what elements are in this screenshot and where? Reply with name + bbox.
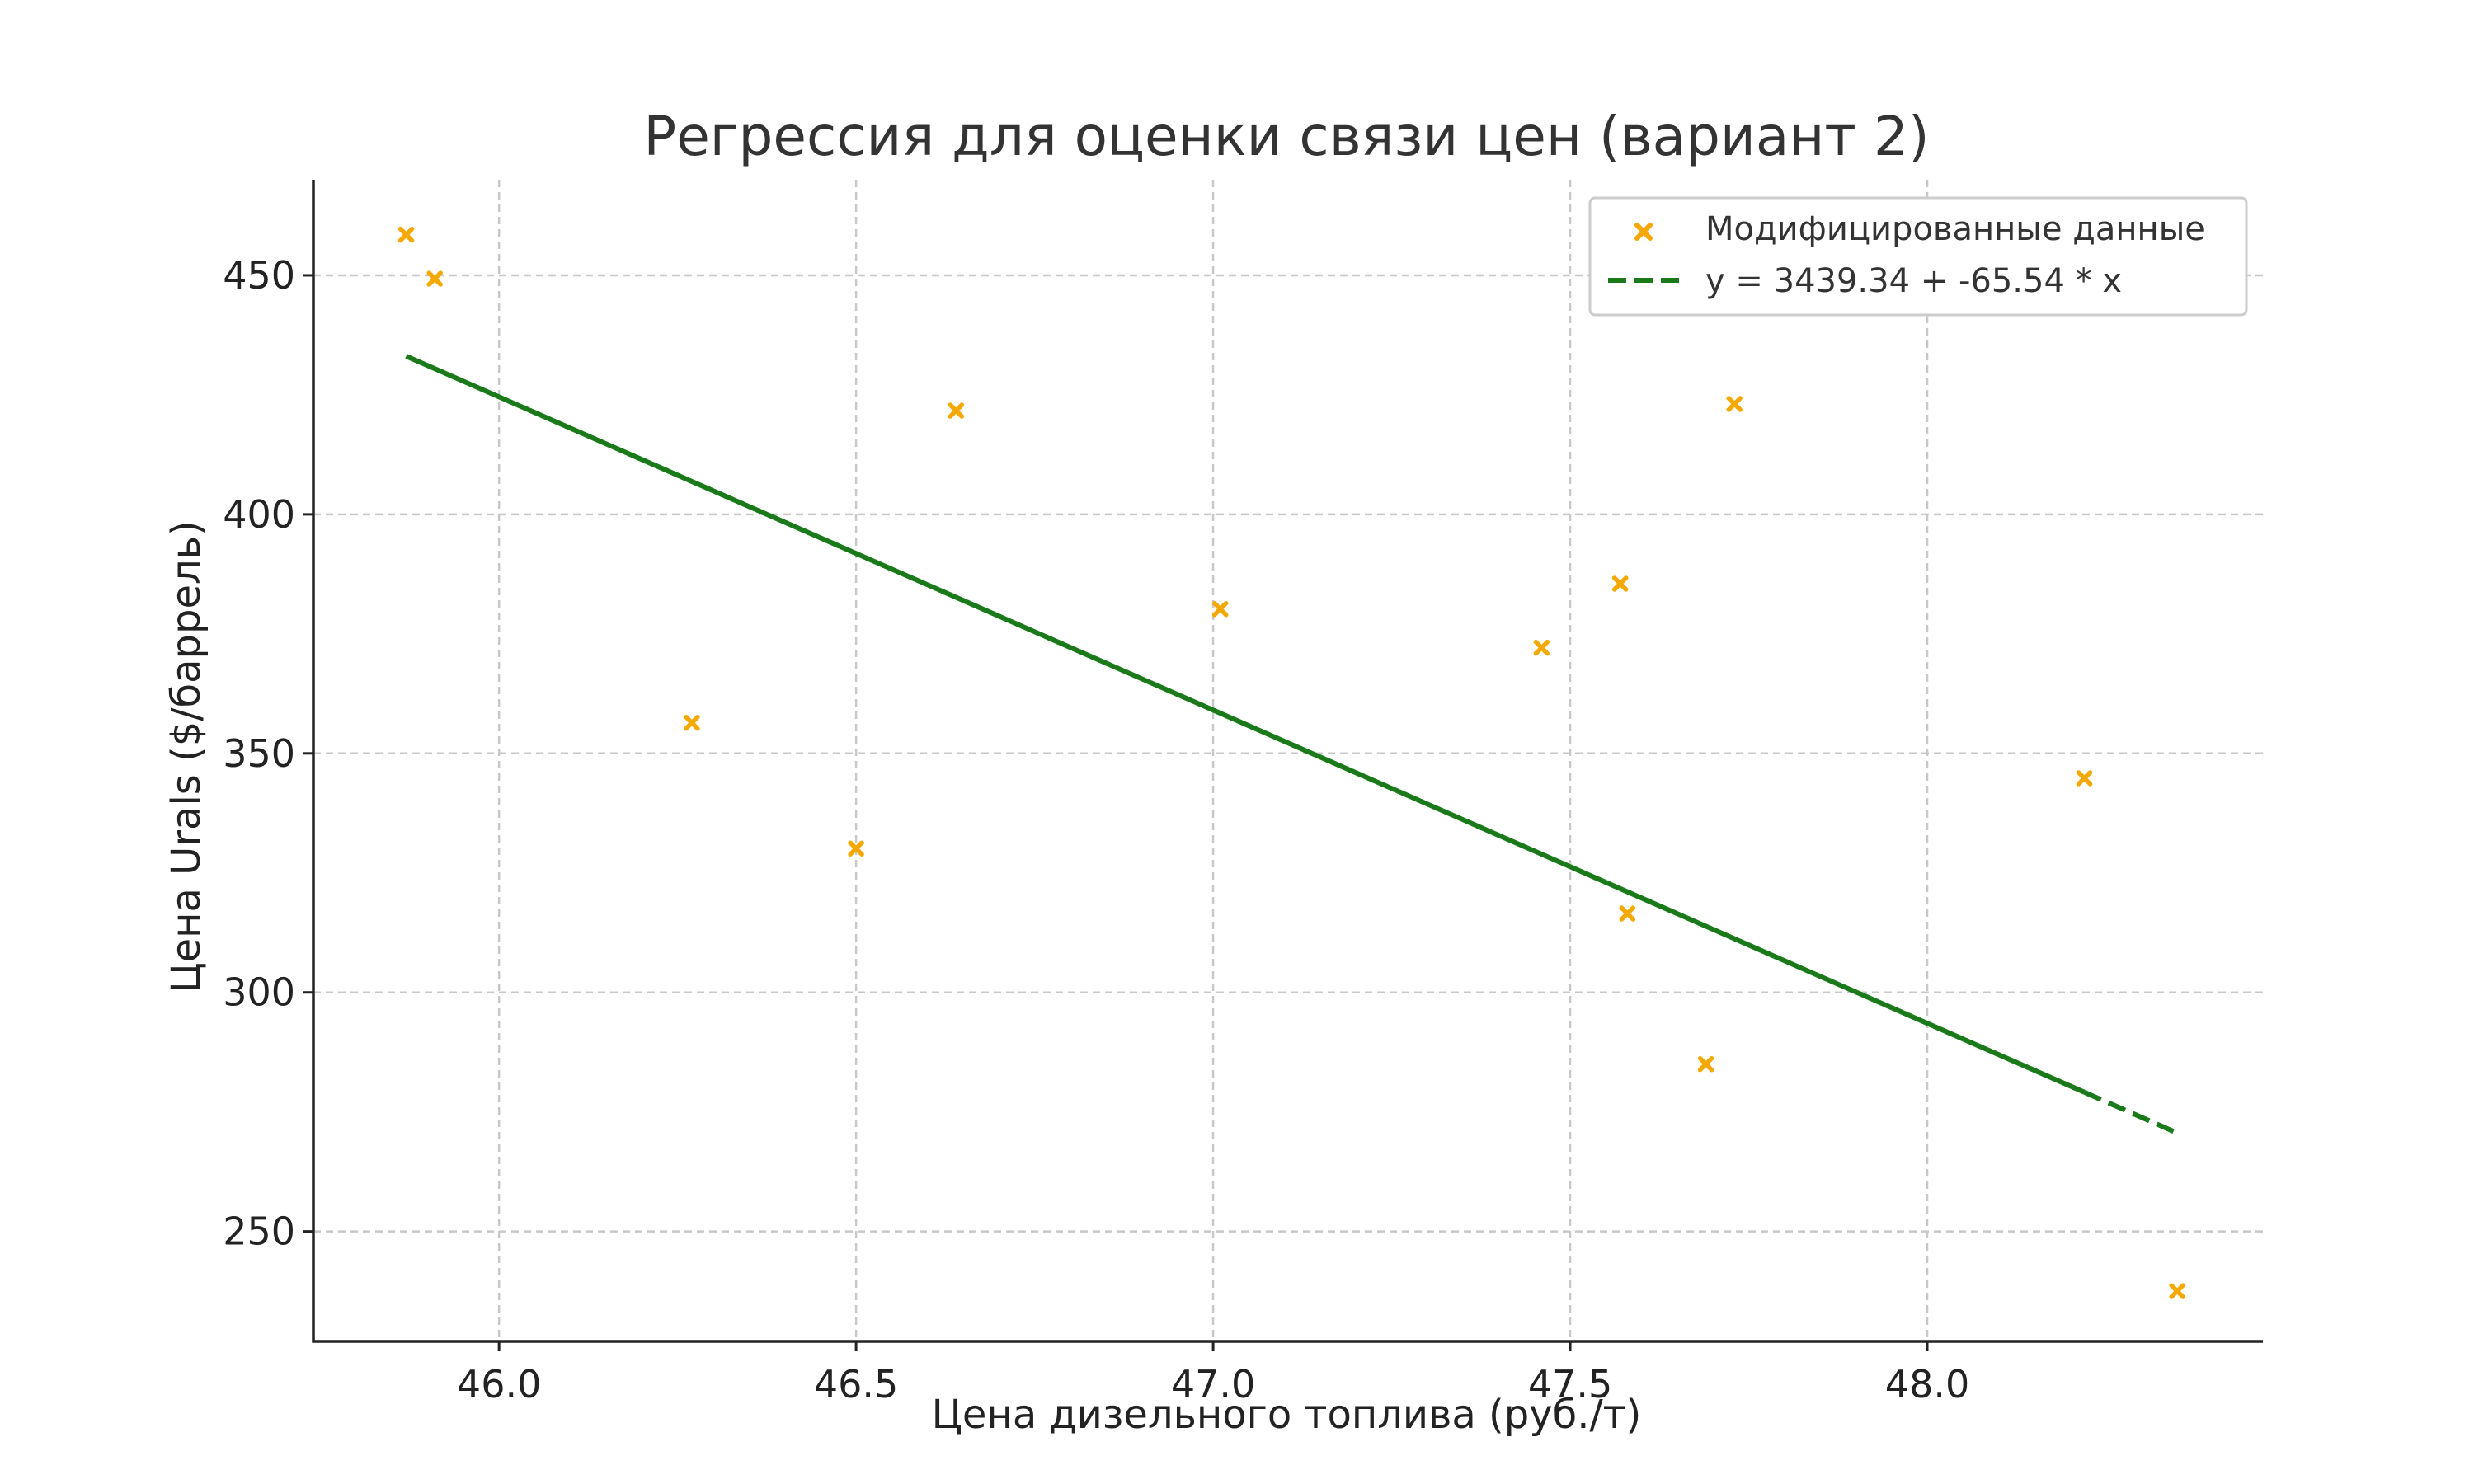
data-point — [2076, 770, 2093, 787]
y-tick-label: 400 — [223, 492, 295, 537]
data-point — [848, 840, 864, 857]
data-point-stroke — [2169, 1283, 2185, 1299]
data-point — [1726, 396, 1743, 412]
data-point-stroke — [397, 226, 415, 243]
data-point — [1611, 575, 1629, 592]
data-point-stroke — [1211, 600, 1229, 618]
data-point — [948, 402, 965, 419]
data-point — [426, 270, 443, 287]
x-tick-label: 47.5 — [1528, 1362, 1612, 1407]
data-point — [1619, 905, 1636, 922]
plot-area — [397, 226, 2185, 1299]
regression-line-extension — [2083, 1090, 2179, 1135]
data-point-stroke — [426, 270, 443, 287]
data-point-stroke — [1697, 1055, 1714, 1073]
x-axis-label: Цена дизельного топлива (руб./т) — [932, 1392, 1642, 1438]
legend-marker-scatter — [1634, 223, 1653, 241]
data-point-stroke — [1533, 639, 1550, 656]
y-tick-label: 300 — [223, 970, 295, 1015]
tick-labels: 46.0 46.5 47.0 47.5 48.0 250 300 350 400 450 — [223, 253, 1969, 1407]
y-tick-label: 450 — [223, 253, 295, 298]
axes — [312, 180, 2263, 1343]
y-axis-label: Цена Urals ($/баррель) — [163, 520, 209, 993]
data-point — [1533, 639, 1550, 656]
data-point — [1697, 1055, 1714, 1073]
data-point-stroke — [684, 714, 700, 731]
x-tick-label: 46.5 — [814, 1362, 898, 1407]
chart-title: Регрессия для оценки связи цен (вариант … — [643, 105, 1929, 168]
legend: Модифицированные данные y = 3439.34 + -6… — [1588, 196, 2248, 317]
data-point-stroke — [948, 402, 965, 419]
y-tick-label: 350 — [223, 731, 295, 776]
data-point — [684, 714, 700, 731]
regression-line — [405, 354, 2086, 1095]
data-point — [2169, 1283, 2185, 1299]
grid — [313, 180, 2263, 1341]
legend-label-line: y = 3439.34 + -65.54 * x — [1705, 262, 2122, 300]
data-point-stroke — [2076, 770, 2093, 787]
data-point-stroke — [1726, 396, 1743, 412]
data-point-stroke — [848, 840, 864, 857]
data-point — [1211, 600, 1229, 618]
x-tick-label: 46.0 — [457, 1362, 541, 1407]
data-point-stroke — [1611, 575, 1629, 592]
x-tick-label: 48.0 — [1885, 1362, 1969, 1407]
data-point-stroke — [1619, 905, 1636, 922]
y-tick-label: 250 — [223, 1209, 295, 1254]
legend-label-scatter: Модифицированные данные — [1705, 210, 2205, 248]
data-point — [397, 226, 415, 243]
x-tick-label: 47.0 — [1171, 1362, 1255, 1407]
legend-box — [1588, 196, 2248, 317]
